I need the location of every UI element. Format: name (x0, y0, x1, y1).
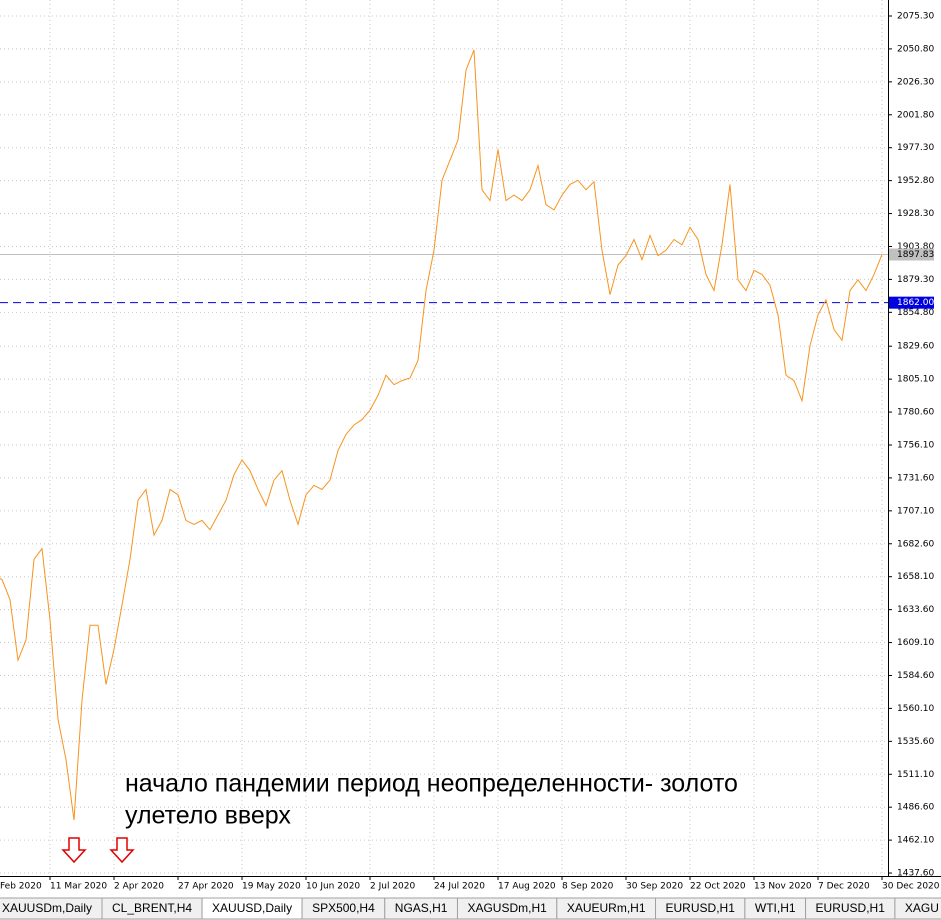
y-tick-label: 1952.80 (897, 176, 934, 186)
tab[interactable]: WTI,H1 (744, 897, 807, 920)
y-tick-label: 1609.10 (897, 638, 934, 648)
y-tick-label: 1756.10 (897, 440, 934, 450)
tab-label[interactable]: SPX500,H4 (312, 901, 375, 915)
y-tick-label: 1560.10 (897, 704, 934, 714)
x-tick-label: 27 Apr 2020 (178, 882, 234, 892)
y-tick-label: 1437.60 (897, 869, 934, 879)
x-tick-label: 8 Sep 2020 (562, 882, 614, 892)
plot-area (0, 0, 888, 876)
annotation: улетело вверх (125, 802, 291, 830)
x-tick-label: 17 Aug 2020 (498, 882, 556, 892)
y-tick-label: 1658.10 (897, 572, 934, 582)
tab[interactable]: NGAS,H1 (384, 897, 458, 920)
level-label: 1862.00 (897, 298, 934, 308)
tab-label[interactable]: XAUUSD,Daily (212, 901, 292, 915)
tab[interactable]: EURUSD,H1 (655, 897, 746, 920)
tab-label[interactable]: XAUUSDm,Daily (2, 901, 92, 915)
y-tick-label: 1731.60 (897, 473, 934, 483)
last-price-box (889, 248, 934, 261)
x-tick-label: 19 May 2020 (242, 882, 301, 892)
arrow-down (61, 837, 87, 864)
x-tick-label: 11 Mar 2020 (50, 882, 107, 892)
y-tick-label: 1879.30 (897, 275, 934, 285)
x-tick-label: 2 Apr 2020 (114, 882, 164, 892)
y-tick-label: 1780.60 (897, 408, 934, 418)
y-tick-label: 1633.60 (897, 605, 934, 615)
y-tick-label: 1584.60 (897, 671, 934, 681)
annotation: начало пандемии период неопределенности-… (125, 770, 738, 798)
x-tick-label: 13 Nov 2020 (754, 882, 812, 892)
price-line (0, 49, 883, 821)
tab-label[interactable]: EURUSD,H1 (816, 901, 886, 915)
y-tick-label: 1707.10 (897, 506, 934, 516)
y-tick-label: 2001.80 (897, 110, 934, 120)
y-tick-label: 2050.80 (897, 44, 934, 54)
x-tick-label: Feb 2020 (0, 882, 42, 892)
tab-label[interactable]: XAUEURm,H1 (567, 901, 646, 915)
x-tick-label: 2 Jul 2020 (370, 882, 415, 892)
y-tick-label: 1682.60 (897, 539, 934, 549)
tab-bg (894, 897, 941, 920)
y-tick-label: 1462.10 (897, 836, 934, 846)
x-tick-label: 24 Jul 2020 (434, 882, 485, 892)
tab-label[interactable]: WTI,H1 (755, 901, 796, 915)
tab[interactable]: SPX500,H4 (301, 897, 386, 920)
tab-label[interactable]: XAGUSDm,H1 (467, 901, 547, 915)
level-box (889, 296, 934, 309)
y-tick-label: 1805.10 (897, 375, 934, 385)
y-tick-label: 1854.80 (897, 308, 934, 318)
y-tick-label: 1511.10 (897, 770, 934, 780)
x-tick-label: 22 Oct 2020 (690, 882, 746, 892)
y-tick-label: 1903.80 (897, 242, 934, 252)
y-tick-label: 1535.60 (897, 737, 934, 747)
tab[interactable]: CL_BRENT,H4 (101, 897, 203, 920)
tab[interactable]: XAGUSDm,H1 (456, 897, 558, 920)
tab-label[interactable]: NGAS,H1 (395, 901, 448, 915)
y-tick-label: 1486.60 (897, 803, 934, 813)
tab-label[interactable]: EURUSD,H1 (666, 901, 736, 915)
tab[interactable]: XAUUSD,Daily (201, 897, 303, 920)
x-tick-label: 30 Sep 2020 (626, 882, 683, 892)
arrow-down (109, 837, 135, 864)
x-tick-label: 30 Dec 2020 (882, 882, 940, 892)
last-price-label: 1897.83 (897, 250, 934, 260)
y-tick-label: 2075.30 (897, 11, 934, 21)
tab-label[interactable]: XAGU (905, 901, 939, 915)
tab[interactable]: EURUSD,H1 (805, 897, 896, 920)
x-tick-label: 10 Jun 2020 (306, 882, 360, 892)
y-tick-label: 2026.30 (897, 77, 934, 87)
y-tick-label: 1829.60 (897, 342, 934, 352)
tab[interactable]: XAUEURm,H1 (556, 897, 657, 920)
tab[interactable]: XAUUSDm,Daily (0, 897, 103, 920)
tab-label[interactable]: CL_BRENT,H4 (112, 901, 192, 915)
tab[interactable]: XAGU (894, 897, 941, 920)
x-tick-label: 7 Dec 2020 (818, 882, 870, 892)
y-tick-label: 1977.30 (897, 143, 934, 153)
y-tick-label: 1928.30 (897, 209, 934, 219)
